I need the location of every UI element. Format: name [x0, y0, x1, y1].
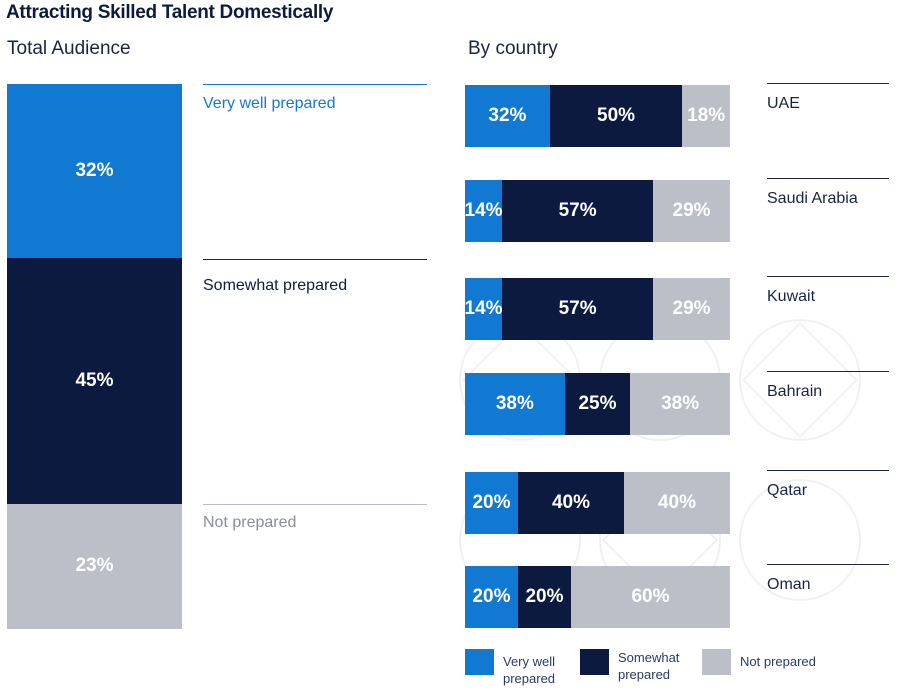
legend-label-very-well-prepared: Very well prepared	[503, 654, 556, 686]
total-audience-segment-very-well-prepared: 32%	[7, 84, 182, 259]
very-well-prepared-label: Very well prepared	[203, 95, 336, 112]
country-segment-somewhat-prepared: 25%	[564, 373, 631, 435]
country-bar-bahrain: 38% 25% 38%	[465, 373, 730, 435]
chart-title: Attracting Skilled Talent Domestically	[6, 2, 334, 23]
country-segment-somewhat-prepared: 57%	[502, 180, 654, 242]
country-bar-qatar: 20% 40% 40%	[465, 472, 730, 534]
country-segment-not-prepared: 60%	[571, 566, 730, 628]
country-bar-kuwait: 14% 57% 29%	[465, 278, 730, 340]
country-segment-somewhat-prepared: 40%	[518, 472, 624, 534]
total-audience-segment-not-prepared: 23%	[7, 503, 182, 629]
country-guide-line	[767, 564, 889, 565]
total-audience-subtitle: Total Audience	[7, 38, 131, 59]
legend-swatch-not-prepared	[702, 649, 731, 675]
country-segment-not-prepared: 18%	[682, 85, 730, 147]
not-prepared-guide-line	[203, 504, 427, 505]
country-guide-line	[767, 83, 889, 84]
country-guide-line	[767, 470, 889, 471]
country-label: UAE	[767, 95, 800, 112]
country-guide-line	[767, 371, 889, 372]
total-audience-segment-somewhat-prepared: 45%	[7, 258, 182, 504]
legend-label-not-prepared: Not prepared	[740, 654, 816, 669]
country-bar-oman: 20% 20% 60%	[465, 566, 730, 628]
country-segment-very-well-prepared: 20%	[465, 566, 518, 628]
by-country-subtitle: By country	[468, 38, 558, 59]
country-bar-saudi-arabia: 14% 57% 29%	[465, 180, 730, 242]
legend-label-somewhat-prepared: Somewhat prepared	[618, 650, 680, 682]
country-segment-very-well-prepared: 20%	[465, 472, 518, 534]
country-segment-very-well-prepared: 14%	[465, 278, 503, 340]
country-label: Saudi Arabia	[767, 190, 858, 207]
legend-swatch-very-well-prepared	[465, 649, 494, 675]
country-segment-not-prepared: 40%	[624, 472, 730, 534]
country-label: Qatar	[767, 482, 808, 499]
not-prepared-label: Not prepared	[203, 514, 297, 531]
very-well-prepared-guide-line	[203, 84, 427, 85]
country-guide-line	[767, 276, 889, 277]
country-segment-very-well-prepared: 32%	[465, 85, 550, 147]
country-label: Bahrain	[767, 383, 823, 400]
country-segment-somewhat-prepared: 20%	[518, 566, 571, 628]
country-segment-not-prepared: 29%	[653, 180, 730, 242]
legend-not-prepared: Not prepared	[702, 649, 850, 675]
legend-very-well-prepared: Very well prepared	[465, 649, 573, 687]
country-label: Oman	[767, 576, 811, 593]
somewhat-prepared-guide-line	[203, 259, 427, 260]
country-segment-very-well-prepared: 38%	[465, 373, 565, 435]
country-label: Kuwait	[767, 288, 816, 305]
legend-somewhat-prepared: Somewhat prepared	[580, 649, 693, 683]
country-segment-not-prepared: 38%	[630, 373, 730, 435]
country-segment-somewhat-prepared: 50%	[549, 85, 683, 147]
country-segment-somewhat-prepared: 57%	[502, 278, 654, 340]
legend-swatch-somewhat-prepared	[580, 649, 609, 675]
country-bar-uae: 32% 50% 18%	[465, 85, 730, 147]
country-segment-very-well-prepared: 14%	[465, 180, 503, 242]
total-audience-stack: 32% 45% 23%	[7, 84, 182, 629]
country-guide-line	[767, 178, 889, 179]
country-segment-not-prepared: 29%	[653, 278, 730, 340]
somewhat-prepared-label: Somewhat prepared	[203, 277, 348, 294]
